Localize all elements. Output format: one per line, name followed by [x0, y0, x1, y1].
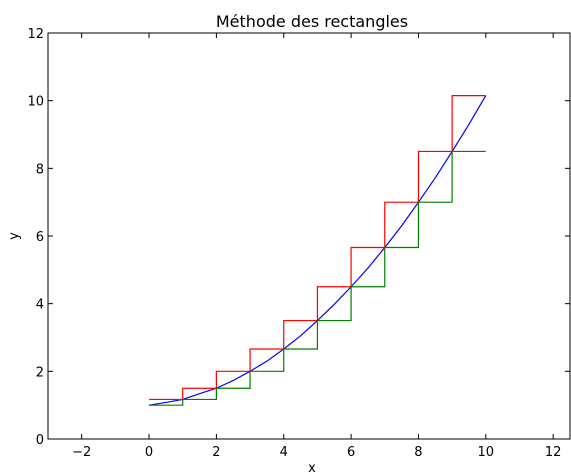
series-line-2 [149, 150, 486, 406]
y-axis-label: y [7, 232, 22, 240]
series-line-0 [148, 95, 487, 406]
x-tick-label: 12 [545, 445, 562, 460]
x-tick-label: 0 [145, 445, 153, 460]
y-tick-label: 10 [27, 95, 44, 110]
y-tick-label: 12 [27, 27, 44, 42]
plot-frame [47, 32, 571, 440]
x-tick-label: 4 [280, 445, 288, 460]
ticks-layer: −2 0 2 4 6 8 10 12 0 2 4 6 8 10 12 [27, 27, 570, 460]
x-axis-label: x [308, 461, 316, 474]
series-layer [148, 94, 487, 406]
x-tick-label: 6 [347, 445, 355, 460]
y-tick-label: 8 [36, 162, 44, 177]
chart-title: Méthode des rectangles [216, 12, 408, 31]
x-tick-label: 10 [478, 445, 495, 460]
y-tick-label: 4 [36, 298, 44, 313]
y-tick-label: 6 [36, 230, 44, 245]
x-tick-label: 8 [414, 445, 422, 460]
x-tick-label: 2 [212, 445, 220, 460]
plot-area: −2 0 2 4 6 8 10 12 0 2 4 6 8 10 12 [27, 27, 571, 460]
y-tick-label: 0 [36, 433, 44, 448]
series-line-1 [149, 94, 486, 401]
y-tick-label: 2 [36, 365, 44, 380]
x-tick-label: −2 [72, 445, 91, 460]
